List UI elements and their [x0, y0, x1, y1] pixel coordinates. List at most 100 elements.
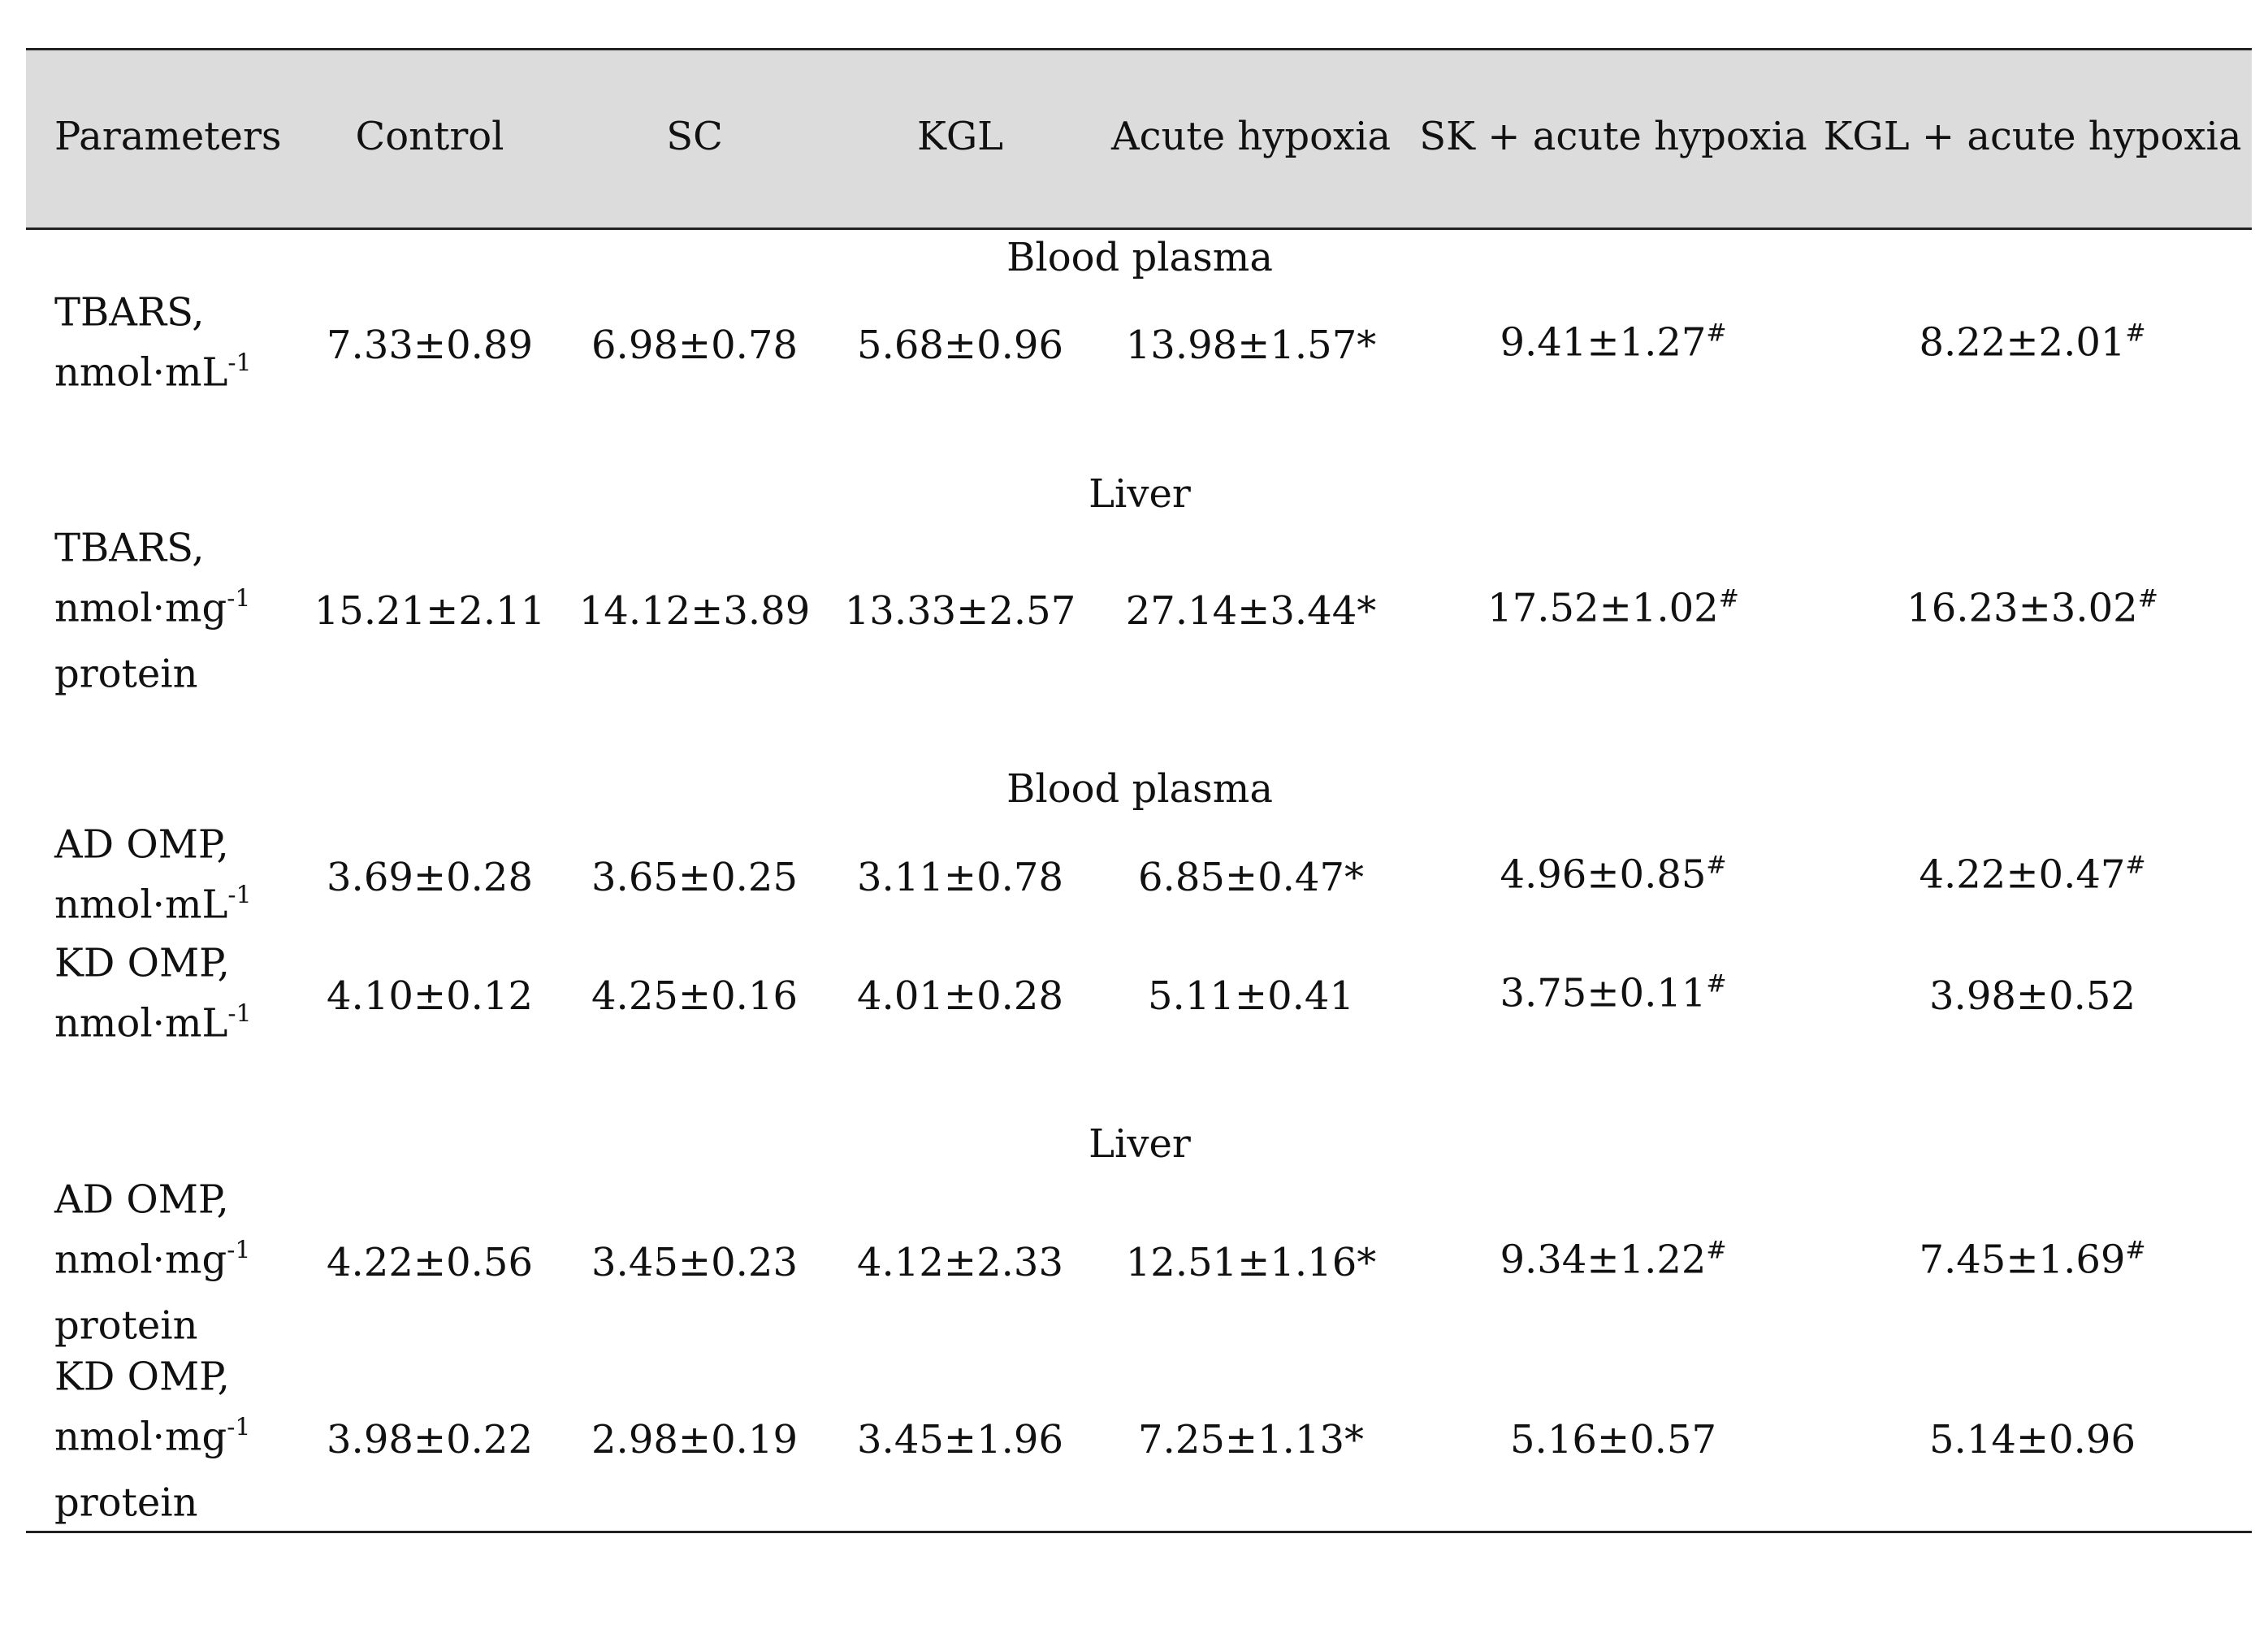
value-cell: 12.51±1.16*	[1126, 1233, 1377, 1293]
bottom-rule	[26, 1531, 2252, 1533]
value-text: 7.45±1.69	[1919, 1237, 2126, 1283]
parameter-unit: nmol·mg-1	[54, 1230, 250, 1296]
value-text: 3.75±0.11	[1500, 970, 1707, 1016]
parameter-unit-exponent: -1	[227, 349, 252, 378]
header-cell: SC	[666, 114, 723, 159]
value-text: 4.01±0.28	[857, 973, 1063, 1019]
parameter-cell: KD OMP, nmol·mg-1 protein	[54, 1347, 250, 1533]
value-cell: 4.25±0.16	[591, 966, 798, 1026]
value-cell: 13.33±2.57	[845, 581, 1076, 641]
parameter-cell: TBARS, nmol·mg-1 protein	[54, 518, 250, 704]
value-text: 13.33±2.57	[844, 588, 1076, 634]
significance-mark: #	[2137, 584, 2158, 613]
value-cell: 7.25±1.13*	[1138, 1410, 1364, 1470]
section-label: Liver	[1089, 1121, 1191, 1167]
value-cell: 16.23±3.02#	[1907, 578, 2158, 644]
value-cell: 7.45±1.69#	[1919, 1230, 2145, 1296]
parameter-unit-suffix: protein	[54, 1302, 198, 1349]
significance-mark: #	[1706, 851, 1727, 880]
value-text: 4.10±0.12	[327, 973, 533, 1019]
parameter-unit-exponent: -1	[227, 881, 252, 910]
value-text: 5.16±0.57	[1510, 1417, 1716, 1462]
parameter-unit: nmol·mg-1	[54, 578, 250, 644]
parameter-unit-text: nmol·mg	[54, 1237, 227, 1283]
parameter-cell: AD OMP, nmol·mL-1	[54, 815, 252, 941]
value-text: 7.33±0.89	[327, 323, 533, 368]
value-cell: 3.98±0.52	[1929, 966, 2136, 1026]
section-label: Blood plasma	[1006, 235, 1273, 280]
parameter-name: KD OMP,	[54, 1354, 230, 1400]
value-text: 3.65±0.25	[591, 855, 798, 900]
value-text: 3.45±0.23	[591, 1240, 798, 1285]
value-cell: 3.45±0.23	[591, 1233, 798, 1293]
value-text: 16.23±3.02	[1907, 585, 2138, 631]
value-text: 13.98±1.57*	[1125, 323, 1377, 368]
value-text: 9.41±1.27	[1500, 319, 1707, 366]
parameter-cell: KD OMP, nmol·mL-1	[54, 934, 252, 1060]
value-cell: 4.22±0.47#	[1919, 845, 2145, 911]
value-cell: 15.21±2.11	[314, 581, 546, 641]
parameter-unit-exponent: -1	[227, 999, 252, 1029]
value-cell: 3.11±0.78	[857, 847, 1063, 908]
value-text: 4.22±0.56	[327, 1240, 533, 1285]
value-text: 5.68±0.96	[857, 323, 1063, 368]
value-text: 6.98±0.78	[591, 323, 798, 368]
parameter-unit-exponent: -1	[227, 584, 251, 613]
parameter-unit: nmol·mL-1	[54, 343, 252, 409]
value-text: 3.45±1.96	[857, 1417, 1063, 1462]
header-rule	[26, 228, 2252, 230]
value-cell: 4.12±2.33	[857, 1233, 1063, 1293]
value-cell: 6.98±0.78	[591, 315, 798, 375]
value-cell: 3.65±0.25	[591, 847, 798, 908]
value-cell: 4.10±0.12	[327, 966, 533, 1026]
value-text: 5.14±0.96	[1929, 1417, 2136, 1462]
value-cell: 14.12±3.89	[579, 581, 811, 641]
value-text: 14.12±3.89	[578, 588, 811, 634]
value-text: 2.98±0.19	[591, 1417, 798, 1462]
significance-mark: #	[1706, 318, 1727, 348]
value-text: 4.22±0.47	[1919, 852, 2126, 898]
value-text: 9.34±1.22	[1500, 1237, 1707, 1283]
value-cell: 17.52±1.02#	[1487, 578, 1739, 644]
parameter-cell: TBARS, nmol·mL-1	[54, 283, 252, 409]
value-text: 8.22±2.01	[1919, 319, 2126, 366]
value-text: 6.85±0.47*	[1138, 855, 1364, 900]
value-text: 3.11±0.78	[857, 855, 1063, 900]
parameter-unit-text: nmol·mL	[54, 349, 228, 396]
value-cell: 5.68±0.96	[857, 315, 1063, 375]
value-cell: 5.14±0.96	[1929, 1410, 2136, 1470]
header-cell: KGL + acute hypoxia	[1823, 114, 2242, 159]
value-text: 3.98±0.52	[1929, 973, 2136, 1019]
parameter-name: KD OMP,	[54, 940, 230, 986]
significance-mark: #	[2125, 1236, 2146, 1265]
value-text: 27.14±3.44*	[1125, 588, 1377, 634]
value-text: 7.25±1.13*	[1138, 1417, 1364, 1462]
value-cell: 27.14±3.44*	[1126, 581, 1377, 641]
value-cell: 5.11±0.41	[1148, 966, 1354, 1026]
parameter-name: TBARS,	[54, 525, 205, 571]
significance-mark: #	[1718, 584, 1739, 613]
value-cell: 9.41±1.27#	[1500, 313, 1726, 379]
value-cell: 4.22±0.56	[327, 1233, 533, 1293]
value-cell: 3.98±0.22	[327, 1410, 533, 1470]
parameter-name: AD OMP,	[54, 821, 229, 868]
parameter-unit-suffix: protein	[54, 651, 198, 697]
parameter-unit: nmol·mg-1	[54, 1407, 250, 1473]
significance-mark: #	[1706, 1236, 1727, 1265]
header-cell: Control	[355, 114, 504, 159]
value-text: 4.25±0.16	[591, 973, 798, 1019]
value-cell: 3.45±1.96	[857, 1410, 1063, 1470]
value-text: 3.98±0.22	[327, 1417, 533, 1462]
parameter-unit-exponent: -1	[227, 1413, 251, 1442]
parameter-unit-text: nmol·mg	[54, 1414, 227, 1460]
parameter-unit-text: nmol·mg	[54, 585, 227, 631]
value-text: 4.12±2.33	[857, 1240, 1063, 1285]
section-label: Liver	[1089, 471, 1191, 517]
value-cell: 9.34±1.22#	[1500, 1230, 1726, 1296]
value-text: 5.11±0.41	[1148, 973, 1354, 1019]
header-cell: KGL	[916, 114, 1004, 159]
header-cell: Parameters	[54, 114, 282, 159]
value-cell: 13.98±1.57*	[1126, 315, 1377, 375]
value-cell: 8.22±2.01#	[1919, 313, 2145, 379]
